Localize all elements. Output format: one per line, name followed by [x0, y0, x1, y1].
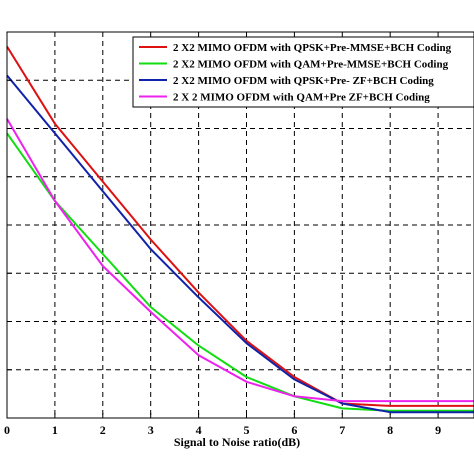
legend-box	[132, 36, 474, 108]
x-tick-label: 4	[196, 423, 202, 437]
x-tick-label: 5	[243, 423, 249, 437]
x-tick-label: 3	[148, 423, 154, 437]
series-line-2	[6, 132, 474, 412]
legend-label-2: 2 X2 MIMO OFDM with QAM+Pre-MMSE+BCH Cod…	[173, 59, 449, 71]
series-lines	[6, 45, 474, 414]
legend-label-1: 2 X2 MIMO OFDM with QPSK+Pre-MMSE+BCH Co…	[173, 42, 452, 54]
series-line-3	[6, 74, 474, 414]
x-tick-label: 6	[291, 423, 297, 437]
x-axis-label: Signal to Noise ratio(dB)	[174, 435, 300, 449]
series-line-4	[6, 118, 474, 403]
legend-label-4: 2 X 2 MIMO OFDM with QAM+Pre ZF+BCH Codi…	[173, 92, 430, 104]
x-tick-label: 1	[52, 423, 58, 437]
axis-ticks: 0 1 2 3 4 5 6 7 8 9	[4, 31, 441, 437]
legend: 2 X2 MIMO OFDM with QPSK+Pre-MMSE+BCH Co…	[132, 36, 474, 108]
x-tick-label: 7	[339, 423, 345, 437]
legend-label-3: 2 X2 MIMO OFDM with QPSK+Pre- ZF+BCH Cod…	[173, 75, 434, 87]
x-tick-label: 0	[4, 423, 10, 437]
x-tick-label: 2	[100, 423, 106, 437]
x-tick-label: 9	[435, 423, 441, 437]
x-tick-label: 8	[387, 423, 393, 437]
series-line-1	[6, 45, 474, 407]
